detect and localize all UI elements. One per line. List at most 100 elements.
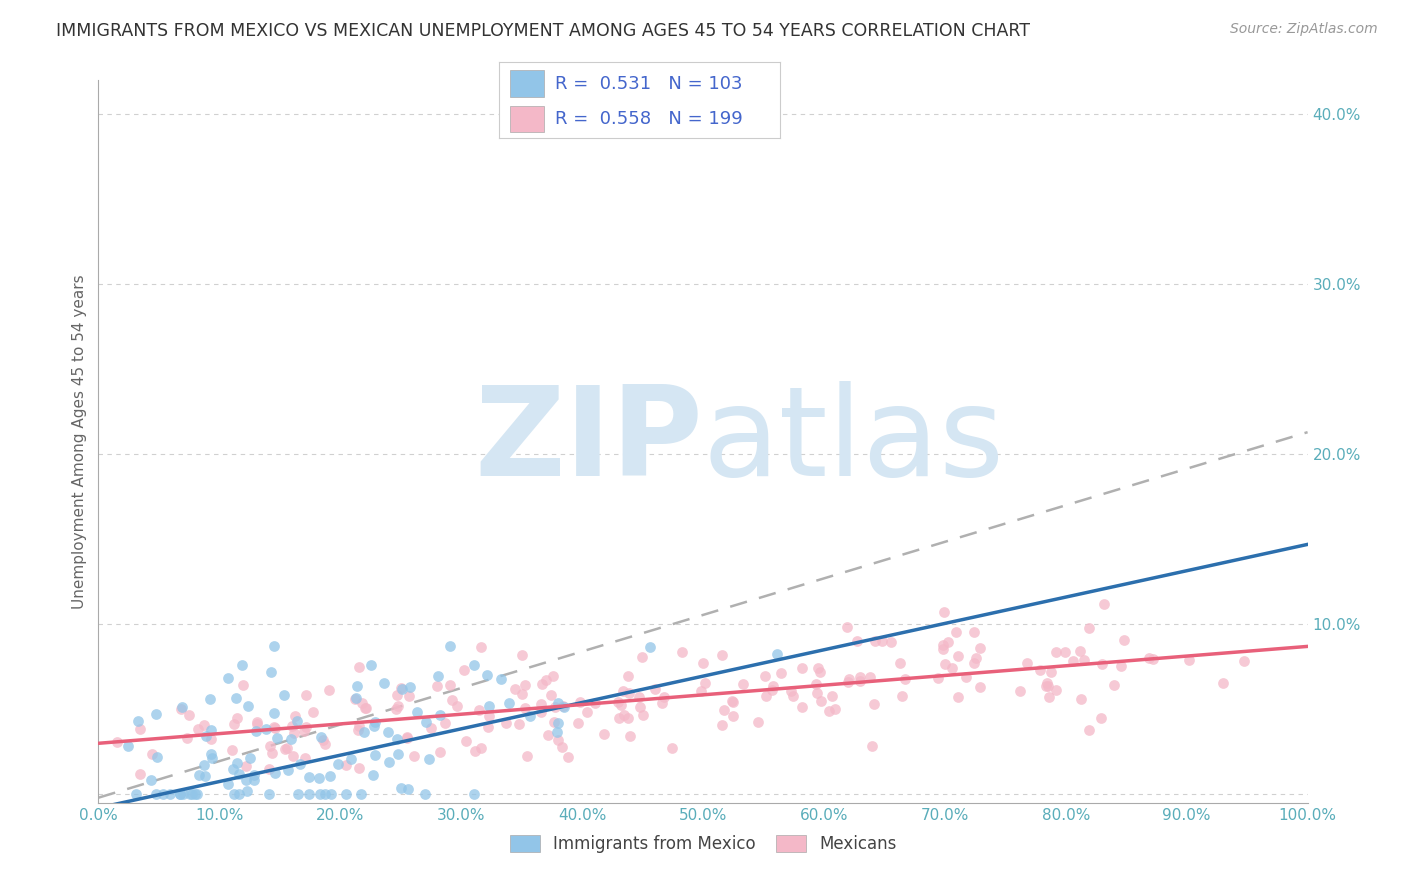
Point [290, 757, 312, 772]
Point [1094, 597, 1116, 611]
Point [335, 757, 357, 772]
Text: R =  0.531   N = 103: R = 0.531 N = 103 [555, 75, 742, 93]
Point [612, 684, 634, 698]
Point [661, 740, 683, 755]
Point [295, 688, 318, 702]
Point [198, 692, 221, 706]
Point [1029, 664, 1052, 678]
Point [201, 751, 224, 765]
Point [294, 750, 316, 764]
Point [363, 719, 385, 733]
Point [619, 729, 641, 743]
Point [259, 787, 281, 801]
Point [426, 679, 449, 693]
Point [377, 724, 399, 739]
Point [477, 668, 499, 682]
Point [254, 723, 277, 737]
Point [543, 714, 565, 729]
Point [721, 695, 744, 709]
Point [1142, 651, 1164, 665]
Point [551, 739, 574, 754]
Point [280, 719, 302, 733]
Point [405, 705, 427, 719]
Point [285, 714, 308, 729]
Point [217, 777, 239, 791]
Point [276, 740, 298, 755]
Point [1177, 653, 1199, 667]
Point [128, 767, 150, 781]
Point [352, 696, 374, 710]
Point [510, 648, 533, 662]
Point [790, 700, 813, 714]
Point [439, 678, 461, 692]
Point [818, 704, 841, 718]
Point [765, 647, 787, 661]
Point [1069, 643, 1091, 657]
Point [478, 699, 501, 714]
Point [226, 711, 249, 725]
Point [159, 787, 181, 801]
Point [516, 748, 538, 763]
Point [1078, 622, 1101, 636]
Point [245, 723, 267, 738]
Point [969, 680, 991, 694]
Point [617, 668, 640, 682]
Point [308, 772, 330, 786]
Point [347, 723, 370, 738]
Point [373, 676, 395, 690]
Point [1045, 683, 1067, 698]
Point [567, 715, 589, 730]
Point [568, 694, 591, 708]
Point [755, 689, 778, 703]
Point [610, 698, 633, 712]
Point [546, 724, 568, 739]
Point [360, 657, 382, 672]
Point [429, 708, 451, 723]
Point [790, 661, 813, 675]
Point [619, 686, 641, 700]
Point [537, 728, 560, 742]
Point [446, 699, 468, 714]
Point [780, 684, 803, 698]
Point [129, 723, 152, 737]
Point [418, 752, 440, 766]
Point [343, 691, 366, 706]
Point [941, 661, 963, 675]
Point [396, 730, 419, 744]
Point [824, 702, 846, 716]
Point [576, 705, 599, 719]
Point [692, 656, 714, 670]
Point [314, 787, 336, 801]
Point [222, 763, 245, 777]
Point [754, 668, 776, 682]
Point [530, 677, 553, 691]
Point [318, 683, 340, 698]
Point [292, 724, 315, 739]
Point [468, 703, 491, 717]
Point [398, 689, 420, 703]
Point [226, 756, 249, 771]
Point [477, 720, 499, 734]
Point [540, 688, 562, 702]
Point [183, 787, 205, 801]
Point [1062, 655, 1084, 669]
Point [217, 672, 239, 686]
Point [1112, 633, 1135, 648]
Point [963, 624, 986, 639]
Point [557, 749, 579, 764]
Point [301, 705, 323, 719]
Point [513, 678, 536, 692]
Point [283, 726, 305, 740]
Point [105, 735, 128, 749]
Point [1233, 654, 1256, 668]
Point [387, 699, 409, 714]
Point [782, 689, 804, 703]
Point [235, 759, 257, 773]
Point [498, 697, 520, 711]
Point [762, 679, 785, 693]
Point [264, 721, 287, 735]
Point [194, 768, 217, 782]
Point [179, 707, 201, 722]
Point [1035, 679, 1057, 693]
Point [200, 723, 222, 737]
